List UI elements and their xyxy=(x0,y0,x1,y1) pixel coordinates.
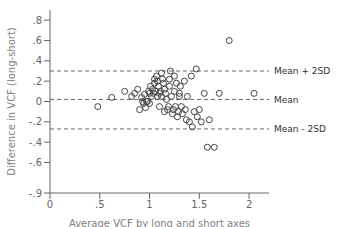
svg-text:1.5: 1.5 xyxy=(191,199,207,210)
svg-text:.4: .4 xyxy=(32,55,42,66)
svg-text:-.4: -.4 xyxy=(29,137,42,148)
svg-text:1: 1 xyxy=(146,199,152,210)
svg-text:.8: .8 xyxy=(32,15,42,26)
svg-text:Difference in VCF (long-short): Difference in VCF (long-short) xyxy=(8,27,17,176)
svg-text:Mean: Mean xyxy=(274,95,299,105)
svg-text:.6: .6 xyxy=(32,35,42,46)
svg-text:2: 2 xyxy=(246,199,252,210)
svg-text:Mean + 2SD: Mean + 2SD xyxy=(274,66,330,76)
svg-text:Mean - 2SD: Mean - 2SD xyxy=(274,124,326,134)
svg-text:.5: .5 xyxy=(95,199,105,210)
svg-text:-.9: -.9 xyxy=(29,188,42,199)
svg-text:Average VCF by long and short: Average VCF by long and short axes xyxy=(69,218,250,227)
svg-text:-.2: -.2 xyxy=(29,116,42,127)
svg-text:0: 0 xyxy=(36,96,42,107)
svg-text:-.6: -.6 xyxy=(29,157,42,168)
svg-text:.2: .2 xyxy=(32,76,42,87)
svg-text:0: 0 xyxy=(47,199,53,210)
